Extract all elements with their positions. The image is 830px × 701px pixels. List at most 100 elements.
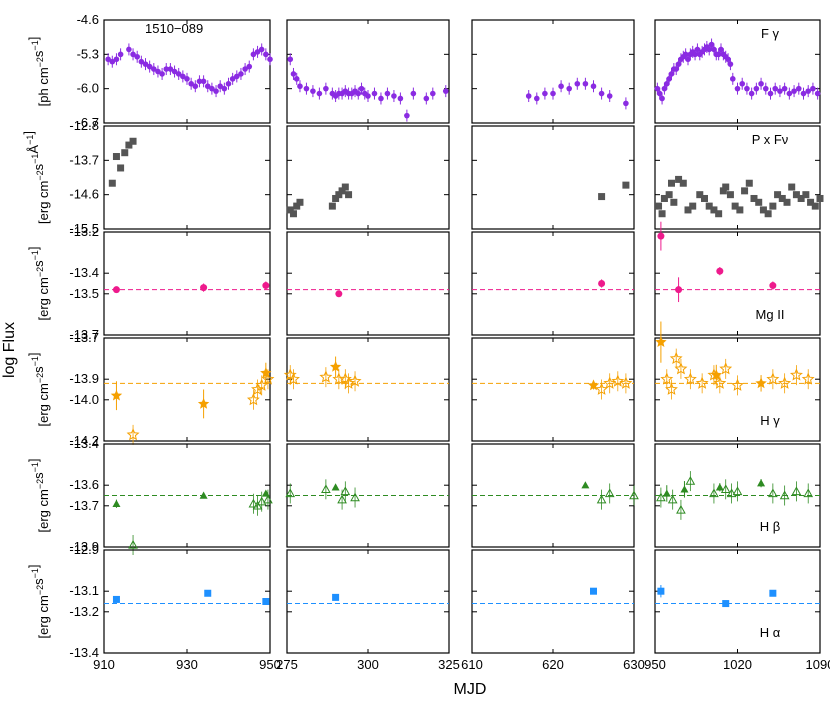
panel-frame-optical-0 <box>103 125 271 230</box>
data-point <box>659 95 665 102</box>
open-triangle-point <box>676 504 686 514</box>
data-point <box>371 90 378 97</box>
data-point <box>795 85 802 92</box>
data-point <box>184 76 190 82</box>
open-star-point <box>789 368 803 381</box>
y-axis-unit-part: [ph cm <box>36 67 51 106</box>
data-point <box>598 193 606 201</box>
y-axis-unit-part: ] <box>26 565 41 569</box>
data-point <box>769 282 777 290</box>
data-point <box>225 80 232 87</box>
data-point <box>726 191 734 199</box>
data-point <box>289 210 297 218</box>
data-point <box>729 76 736 82</box>
data-point <box>112 499 121 507</box>
data-point <box>335 290 343 298</box>
data-point <box>246 63 253 70</box>
open-star-point <box>619 376 633 389</box>
y-tick-label: -13.4 <box>69 436 99 451</box>
data-point <box>293 202 301 210</box>
data-point <box>802 191 810 199</box>
panel-frame-halpha-0 <box>103 549 271 654</box>
data-point <box>117 164 125 172</box>
y-axis-unit-part: ] <box>21 131 36 135</box>
open-triangle-point <box>685 476 696 485</box>
open-star-point <box>660 372 674 385</box>
data-point <box>734 85 741 92</box>
data-point <box>762 85 769 92</box>
data-point <box>159 71 165 77</box>
data-point <box>764 210 772 218</box>
data-point <box>566 85 572 92</box>
y-tick-label: -13.6 <box>69 477 99 492</box>
data-point <box>355 90 362 97</box>
data-point <box>719 187 727 195</box>
y-axis-unit-label: [erg cm−2s−1] <box>26 459 51 533</box>
data-point <box>558 83 564 90</box>
open-star-point <box>778 376 792 389</box>
data-point <box>112 153 120 161</box>
open-star-point <box>766 372 780 385</box>
y-axis-unit-label: [erg cm−2s−1] <box>26 247 51 321</box>
data-point <box>715 210 723 218</box>
data-point <box>670 198 678 206</box>
panel-frame-hgamma-1 <box>286 337 450 442</box>
y-axis-unit-sup: −2 <box>35 373 45 383</box>
data-point <box>655 202 663 210</box>
data-point <box>805 88 812 94</box>
data-point <box>146 63 153 70</box>
open-star-point <box>674 362 688 375</box>
data-point <box>175 71 182 77</box>
data-point <box>668 179 675 187</box>
open-triangle-point <box>667 494 678 504</box>
data-point <box>715 483 724 491</box>
data-point <box>328 202 336 210</box>
y-tick-label: -14.0 <box>69 392 99 407</box>
y-axis-unit-label: [erg cm−2s−1Å−1] <box>21 131 51 224</box>
data-point <box>117 51 124 58</box>
open-star-point <box>669 351 683 365</box>
data-point <box>657 587 665 595</box>
data-point <box>534 95 540 102</box>
x-tick-label: 950 <box>259 657 281 672</box>
y-axis-unit-sup: −2 <box>35 585 45 595</box>
y-axis-unit-sup: −1 <box>25 135 35 145</box>
open-star-point <box>801 372 815 385</box>
open-star-point <box>261 372 275 385</box>
data-point <box>365 93 371 99</box>
data-point <box>656 90 663 97</box>
x-tick-label: 930 <box>176 657 198 672</box>
data-point <box>716 267 724 275</box>
data-point <box>675 61 682 67</box>
data-point <box>661 85 668 92</box>
data-point <box>725 56 731 63</box>
data-point <box>675 175 683 183</box>
open-triangle-point <box>128 539 138 549</box>
data-point <box>335 191 343 199</box>
open-triangle-point <box>604 488 615 498</box>
y-axis-unit-sup: −1 <box>30 40 40 50</box>
data-point <box>666 76 672 82</box>
series-label: H β <box>760 519 780 534</box>
series-label: H γ <box>760 413 780 428</box>
open-triangle-point <box>779 490 790 500</box>
y-tick-label: -6.7 <box>77 115 99 130</box>
data-point <box>238 71 244 77</box>
y-tick-label: -14.2 <box>69 433 99 448</box>
data-point <box>807 198 815 206</box>
data-point <box>772 85 779 92</box>
open-triangle-point <box>285 488 296 498</box>
data-point <box>242 66 248 72</box>
open-star-point <box>683 372 697 385</box>
y-axis-unit-part: s <box>31 50 46 57</box>
series-label: P x Fν <box>752 132 789 147</box>
data-point <box>303 85 310 92</box>
data-point <box>167 66 174 72</box>
panel-frame-gamma-2 <box>471 19 635 124</box>
data-point <box>296 198 304 206</box>
data-point <box>260 367 272 378</box>
open-triangle-point <box>726 488 737 498</box>
data-point <box>682 51 689 58</box>
data-point <box>430 90 436 97</box>
data-point <box>710 369 722 380</box>
